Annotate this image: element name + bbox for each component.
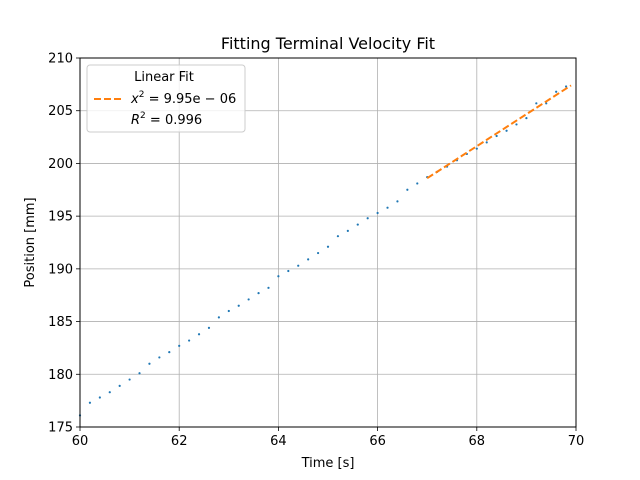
- data-point: [386, 206, 389, 209]
- data-point: [336, 235, 340, 238]
- y-tick-label: 210: [48, 52, 73, 67]
- r-squared-exponent: 2: [140, 111, 146, 121]
- legend: Linear Fit x2 = 9.95e − 06 R2 = 0.996: [86, 64, 246, 133]
- data-point: [98, 396, 101, 399]
- x-tick-label: 68: [469, 434, 486, 449]
- legend-chi-squared: x2 = 9.95e − 06: [130, 90, 236, 107]
- y-tick-label: 190: [48, 262, 73, 277]
- data-point: [376, 211, 379, 215]
- data-point: [287, 269, 290, 273]
- axis-ticks: 60 62 64 66 68 70 175 180 185 190 195 200 205 210: [48, 52, 584, 450]
- chart-title: Fitting Terminal Velocity Fit: [221, 34, 435, 53]
- y-tick-label: 205: [48, 104, 73, 119]
- data-point: [207, 326, 211, 329]
- data-point: [297, 264, 300, 267]
- data-point: [257, 292, 260, 295]
- y-tick-label: 195: [48, 210, 73, 225]
- data-point: [88, 401, 92, 404]
- data-point: [277, 275, 280, 278]
- data-point: [505, 129, 508, 132]
- data-point: [366, 217, 369, 220]
- data-point: [197, 333, 201, 336]
- r-squared-symbol: R: [131, 113, 140, 128]
- plot-frame: [79, 57, 577, 428]
- chi-squared-value: = 9.95e − 06: [144, 92, 236, 107]
- chi-squared-symbol: x: [130, 92, 139, 107]
- data-point: [148, 362, 151, 365]
- y-tick-label: 185: [48, 315, 73, 330]
- data-point: [267, 286, 270, 289]
- x-tick-label: 66: [369, 434, 386, 449]
- data-point: [227, 309, 230, 313]
- data-point: [346, 229, 349, 233]
- data-point: [356, 223, 359, 226]
- data-point: [406, 188, 409, 191]
- x-tick-label: 60: [72, 434, 89, 449]
- data-point: [326, 245, 330, 248]
- data-point: [555, 90, 558, 93]
- data-point: [564, 85, 568, 88]
- data-point: [525, 116, 528, 120]
- data-point: [178, 344, 181, 347]
- data-point: [118, 384, 121, 387]
- legend-r-squared: R2 = 0.996: [131, 111, 202, 128]
- data-point: [217, 316, 220, 319]
- x-tick-label: 70: [568, 434, 585, 449]
- r-squared-value: = 0.996: [146, 113, 202, 128]
- data-point: [108, 391, 111, 394]
- chi-squared-exponent: 2: [139, 90, 145, 100]
- data-point: [188, 339, 191, 342]
- data-point: [316, 251, 320, 255]
- data-point: [535, 102, 538, 105]
- data-point: [168, 351, 171, 354]
- data-point: [247, 298, 250, 301]
- data-point: [475, 147, 478, 150]
- data-point: [485, 141, 488, 144]
- data-point: [158, 356, 161, 359]
- fit-line: [426, 84, 572, 180]
- y-tick-label: 180: [48, 368, 73, 383]
- data-point: [237, 304, 240, 307]
- legend-title: Linear Fit: [134, 70, 194, 85]
- data-point: [396, 200, 399, 203]
- plot-data: [78, 84, 572, 417]
- data-point: [495, 134, 498, 138]
- data-point: [307, 258, 310, 261]
- data-point: [416, 182, 419, 185]
- y-axis-label: Position [mm]: [23, 197, 38, 287]
- x-tick-label: 62: [171, 434, 188, 449]
- data-point: [128, 378, 131, 381]
- x-tick-label: 64: [270, 434, 287, 449]
- legend-box: [86, 64, 246, 133]
- data-point: [138, 372, 141, 375]
- x-axis-label: Time [s]: [301, 456, 355, 471]
- y-tick-label: 200: [48, 157, 73, 172]
- data-point: [515, 123, 518, 126]
- y-tick-label: 175: [48, 421, 73, 436]
